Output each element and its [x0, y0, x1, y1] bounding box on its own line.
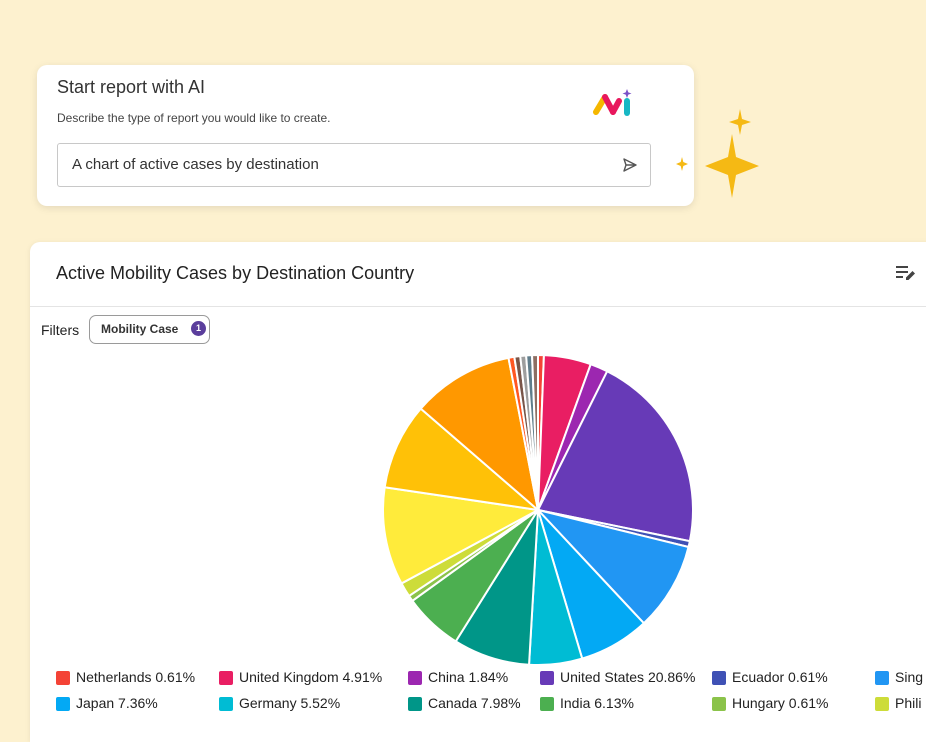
legend-swatch: [408, 671, 422, 685]
pie-slice-sing[interactable]: [534, 508, 690, 625]
ai-report-panel: Start report with AI Describe the type o…: [37, 65, 694, 206]
legend-label: Japan 7.36%: [76, 695, 158, 711]
legend-label: Phili: [895, 695, 922, 711]
legend-label: India 6.13%: [560, 695, 634, 711]
legend-swatch: [712, 671, 726, 685]
legend-label: Hungary 0.61%: [732, 695, 829, 711]
pie-slice-unlabeled-13[interactable]: [383, 407, 542, 512]
pie-chart: [382, 353, 694, 666]
legend-swatch: [56, 697, 70, 711]
legend-swatch: [875, 697, 889, 711]
legend-label: Canada 7.98%: [428, 695, 521, 711]
header-divider: [30, 306, 926, 307]
legend-swatch: [56, 671, 70, 685]
legend-swatch: [540, 697, 554, 711]
legend-label: Netherlands 0.61%: [76, 669, 196, 685]
legend-label: United States 20.86%: [560, 669, 696, 685]
pie-slice-unlabeled-19[interactable]: [531, 353, 539, 511]
ai-panel-title: Start report with AI: [57, 77, 206, 97]
sparkle-icon: [676, 109, 759, 198]
legend-label: Germany 5.52%: [239, 695, 341, 711]
legend-swatch: [219, 671, 233, 685]
ai-panel-subtitle: Describe the type of report you would li…: [57, 111, 331, 125]
legend-swatch: [875, 671, 889, 685]
legend-label: China 1.84%: [428, 669, 509, 685]
filter-count-badge: 1: [191, 321, 206, 336]
legend-swatch: [540, 671, 554, 685]
ai-prompt-input[interactable]: A chart of active cases by destination: [57, 143, 651, 187]
pie-slice-unlabeled-14[interactable]: [419, 356, 540, 513]
filter-chip-label: Mobility Case: [101, 322, 179, 336]
legend-swatch: [712, 697, 726, 711]
send-icon[interactable]: [622, 157, 638, 173]
prompt-input-value: A chart of active cases by destination: [72, 156, 319, 173]
pie-slice-unlabeled-12[interactable]: [382, 486, 542, 585]
legend-swatch: [219, 697, 233, 711]
edit-list-icon[interactable]: [896, 264, 916, 282]
report-title: Active Mobility Cases by Destination Cou…: [56, 263, 415, 283]
legend-label: United Kingdom 4.91%: [239, 669, 383, 685]
filter-chip-mobility-case[interactable]: Mobility Case 1: [89, 315, 210, 344]
report-panel: Active Mobility Cases by Destination Cou…: [30, 242, 926, 742]
legend-label: Ecuador 0.61%: [732, 669, 828, 685]
legend-item-philippines[interactable]: Phili: [875, 694, 926, 714]
ai-logo-icon: [593, 89, 632, 116]
pie-slice-united-states[interactable]: [536, 369, 694, 543]
filters-label: Filters: [41, 322, 80, 338]
legend-label: Sing: [895, 669, 924, 685]
legend-swatch: [408, 697, 422, 711]
legend-item-singapore[interactable]: Sing: [875, 668, 926, 688]
